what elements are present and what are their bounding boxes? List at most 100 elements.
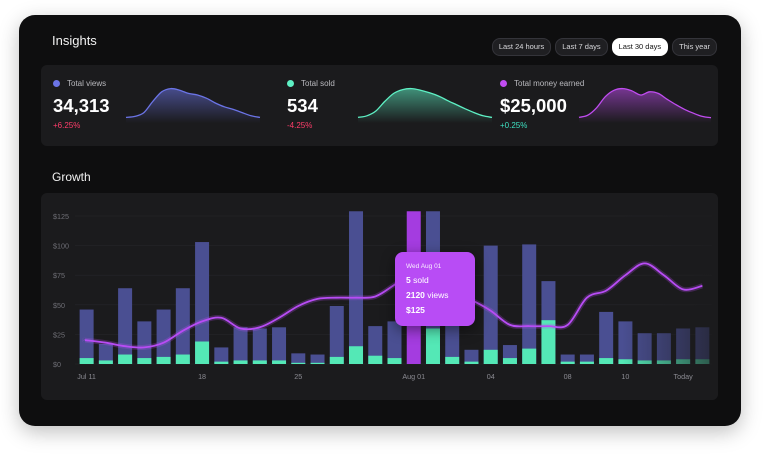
views-bar: [310, 354, 325, 364]
views-bar: [233, 327, 248, 364]
sold-bar: [214, 361, 229, 364]
sold-bar: [156, 356, 171, 364]
views-bar: [560, 354, 575, 364]
x-tick-label: 08: [564, 372, 572, 381]
x-tick-label: 04: [487, 372, 495, 381]
y-tick-label: $25: [53, 330, 65, 339]
sold-bar: [560, 361, 575, 364]
range-last-24-hours[interactable]: Last 24 hours: [491, 38, 552, 56]
sold-bar: [502, 358, 517, 364]
tooltip-money-value: $125: [406, 305, 425, 315]
views-bar: [118, 288, 133, 364]
sold-bar: [445, 356, 460, 364]
sold-bar: [368, 355, 383, 364]
views-bar: [522, 244, 537, 364]
y-tick-label: $125: [53, 212, 69, 221]
sold-bar: [175, 354, 190, 364]
page-title: Insights: [52, 33, 97, 48]
sold-bar: [387, 358, 402, 364]
y-tick-label: $0: [53, 360, 61, 369]
views-bar: [349, 211, 364, 364]
stat-label: Total sold: [301, 79, 335, 88]
views-bar: [464, 349, 479, 364]
sold-bar: [252, 360, 267, 364]
tooltip-date: Wed Aug 01: [406, 263, 442, 270]
sold-dot-icon: [287, 80, 294, 87]
sold-bar: [272, 360, 287, 364]
money-dot-icon: [500, 80, 507, 87]
stat-value: $25,000: [500, 95, 567, 116]
x-tick-label: Today: [674, 372, 694, 381]
views-bar: [387, 321, 402, 364]
money-sparkline: [578, 87, 712, 123]
dashboard-panel: Insights Last 24 hours Last 7 days Last …: [19, 15, 741, 426]
views-bar: [214, 347, 229, 364]
sold-bar: [483, 349, 498, 364]
range-last-30-days[interactable]: Last 30 days: [611, 38, 669, 56]
views-bar: [79, 309, 94, 364]
range-selector: Last 24 hours Last 7 days Last 30 days T…: [491, 38, 717, 56]
sold-bar: [118, 354, 133, 364]
sold-bar: [522, 348, 537, 364]
sold-bar: [425, 328, 440, 364]
views-bar: [368, 326, 383, 364]
sold-bar: [79, 358, 94, 364]
money-line: [83, 262, 703, 349]
x-tick-label: 25: [294, 372, 302, 381]
stat-value: 534: [287, 95, 318, 116]
tooltip-sold-label: sold: [413, 275, 429, 285]
x-tick-label: 18: [198, 372, 206, 381]
views-bar: [579, 354, 594, 364]
sold-bar: [464, 361, 479, 364]
sold-bar: [599, 358, 614, 364]
y-tick-label: $75: [53, 271, 65, 280]
x-tick-label: Jul 11: [77, 372, 96, 381]
growth-chart-card: $125 $100 $75 $50 $25 $0 Jul 11 18 25 Aug 01 04 08 1…: [41, 193, 718, 400]
sparkline-line: [357, 87, 493, 119]
tooltip-sold-value: 5: [406, 275, 411, 285]
views-dot-icon: [53, 80, 60, 87]
sold-bar: [137, 358, 152, 364]
stat-change: +6.25%: [53, 121, 81, 130]
stat-total-views: Total views 34,313 +6.25%: [41, 65, 266, 146]
sold-bar: [98, 360, 113, 364]
growth-chart: $125 $100 $75 $50 $25 $0 Jul 11 18 25 Aug 01 04 08 1…: [53, 193, 718, 400]
views-bar: [175, 288, 190, 364]
chart-fade: [622, 193, 718, 400]
views-bar: [329, 305, 344, 364]
sparkline-line: [125, 87, 261, 119]
range-this-year[interactable]: This year: [672, 38, 717, 56]
views-bar: [483, 245, 498, 364]
views-sparkline: [125, 87, 261, 123]
sold-bar: [349, 346, 364, 364]
tooltip-views-value: 2120: [406, 290, 425, 300]
sold-bar: [329, 356, 344, 364]
views-bar: [195, 242, 210, 364]
sold-bar: [195, 341, 210, 364]
sold-bar: [579, 361, 594, 364]
sold-sparkline: [357, 87, 493, 123]
y-tick-label: $100: [53, 242, 69, 251]
sparkline-area: [126, 88, 260, 123]
views-bar: [98, 343, 113, 364]
x-tick-label: 10: [621, 372, 629, 381]
views-bar: [272, 327, 287, 364]
chart-tooltip: Wed Aug 01 5 sold 2120 views $125: [395, 252, 475, 326]
sold-bar: [291, 362, 306, 364]
sparkline-area: [579, 88, 711, 123]
tooltip-views-label: views: [427, 290, 449, 300]
views-bar: [156, 309, 171, 364]
views-bar: [599, 311, 614, 364]
stat-total-money-earned: Total money earned $25,000 +0.25%: [488, 65, 716, 146]
y-tick-label: $50: [53, 301, 65, 310]
growth-title: Growth: [52, 170, 91, 184]
stat-value: 34,313: [53, 95, 110, 116]
stat-change: -4.25%: [287, 121, 313, 130]
range-last-7-days[interactable]: Last 7 days: [555, 38, 608, 56]
stat-label: Total money earned: [514, 79, 585, 88]
sold-bar: [541, 320, 556, 364]
sparkline-area: [358, 88, 492, 123]
stat-label: Total views: [67, 79, 107, 88]
views-bar: [291, 353, 306, 364]
views-bar: [137, 321, 152, 364]
